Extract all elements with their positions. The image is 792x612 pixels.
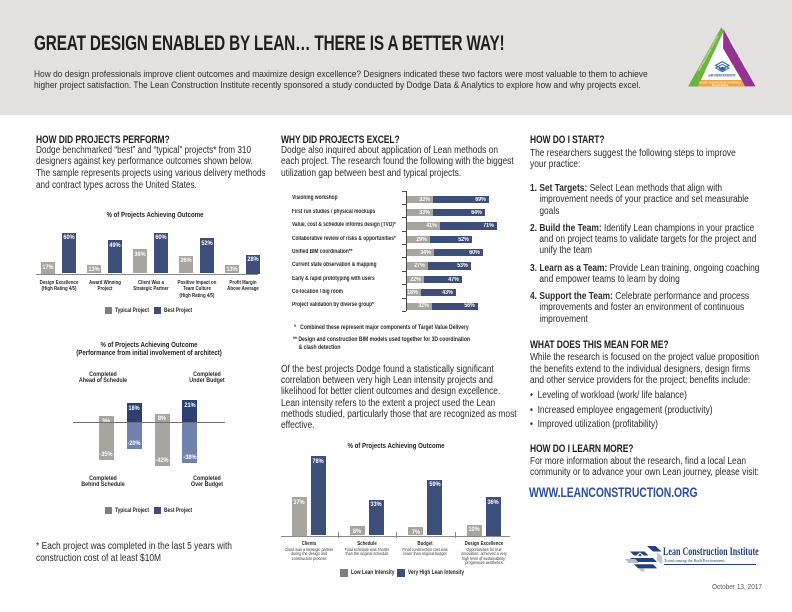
svg-text:LEAN CONSTRUCTION INSTITUTE: LEAN CONSTRUCTION INSTITUTE — [709, 74, 736, 78]
svg-text:BUILDING DESIGN: BUILDING DESIGN — [712, 84, 728, 87]
svg-text:LEAN DESIGN + COLLABORATIVE ME: LEAN DESIGN + COLLABORATIVE METHODS = HI… — [699, 81, 741, 84]
